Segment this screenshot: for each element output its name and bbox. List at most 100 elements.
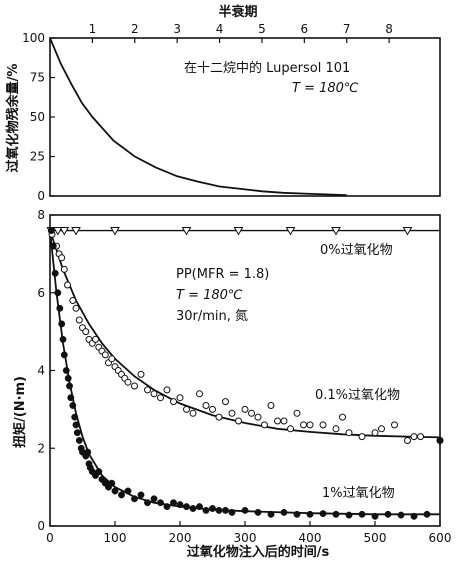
marker-1-percent [384,510,392,518]
marker-1-percent [436,437,444,444]
marker-1-percent [254,508,262,516]
marker-0.1-percent [261,421,268,429]
marker-1-percent [345,511,353,519]
series-label-0-percent: 0%过氧化物 [320,243,393,258]
marker-0.1-percent [189,409,197,417]
marker-1-percent [95,468,103,476]
marker-0.1-percent [222,398,229,406]
marker-0.1-percent [371,429,379,437]
marker-0.1-percent [339,413,346,421]
marker-0.1-percent [202,402,210,409]
bottom-annotation-line3: 30r/min, 氮 [176,309,248,324]
marker-0.1-percent [196,390,203,398]
marker-1-percent [67,394,75,402]
top-half-life-tick-label: 5 [258,22,266,36]
marker-0.1-percent [293,409,301,417]
bottom-x-tick-label: 100 [104,531,127,545]
marker-1-percent [358,510,366,518]
top-half-life-tick-label: 2 [131,22,139,36]
bottom-annotation-line1: PP(MFR = 1.8) [176,267,269,282]
top-y-tick-label: 50 [30,110,45,124]
marker-1-percent [64,374,72,382]
top-annotation-line1: 在十二烷中的 Lupersol 101 [184,60,350,76]
marker-0-percent [331,227,341,236]
marker-1-percent [58,320,66,328]
marker-1-percent [84,448,92,456]
marker-1-percent [410,512,418,520]
marker-1-percent [397,511,405,519]
marker-0.1-percent [144,386,151,394]
bottom-x-tick-label: 200 [169,531,192,545]
marker-0-percent [52,227,63,236]
bottom-x-tick-label: 400 [299,531,322,545]
marker-1-percent [137,491,145,499]
marker-0.1-percent [319,421,327,429]
marker-1-percent [371,512,379,520]
marker-1-percent [215,506,223,514]
bottom-panel: 0 100 200 300 400 500 600 0 2 4 6 8 扭矩/(N·m) 过氧化物注… [12,208,451,560]
marker-0.1-percent [345,429,353,437]
marker-0.1-percent [235,417,242,425]
marker-1-percent [60,351,68,359]
bottom-x-tick-label: 500 [364,531,387,545]
marker-0.1-percent [69,297,77,304]
marker-0.1-percent [58,254,66,262]
marker-1-percent [118,491,125,499]
marker-1-percent [423,510,431,518]
marker-0.1-percent [248,409,255,417]
bottom-x-tick-label: 600 [429,531,452,545]
marker-0.1-percent [124,378,132,386]
bottom-panel-frame [49,214,441,527]
marker-1-percent [62,367,70,374]
marker-0-percent [110,227,120,236]
marker-1-percent [163,503,171,511]
marker-1-percent [144,499,151,507]
marker-1-percent [280,508,288,516]
marker-0.1-percent [72,304,80,312]
bottom-x-tick-label: 300 [234,531,257,545]
bottom-x-ticks: 0 100 200 300 400 500 600 [46,521,451,545]
marker-0.1-percent [108,355,116,363]
bottom-y-tick-label: 2 [37,441,45,455]
marker-0.1-percent [150,390,158,398]
marker-1-percent [176,501,184,509]
top-half-life-tick-label: 8 [385,22,393,36]
marker-1-percent [209,505,216,512]
marker-1-percent [108,479,116,487]
marker-1-percent [222,506,229,514]
marker-0.1-percent [254,413,262,421]
top-half-life-ticks: 1 2 3 4 5 6 7 8 [89,22,393,43]
top-y-tick-label: 75 [30,71,45,85]
marker-0.1-percent [332,425,340,433]
marker-0-percent [181,227,192,236]
marker-0.1-percent [404,437,411,444]
marker-0.1-percent [417,433,424,441]
top-annotation-line2: T = 180℃ [292,81,359,96]
marker-0.1-percent [287,425,294,433]
marker-0.1-percent [176,394,184,402]
top-y-axis-label: 过氧化物残余量/% [5,64,21,173]
top-decay-curve [49,37,347,197]
marker-1-percent [267,510,275,518]
marker-1-percent [319,510,327,518]
top-y-tick-label: 25 [30,150,45,164]
marker-0.1-percent [92,335,99,343]
marker-0.1-percent [183,405,190,413]
top-half-life-tick-label: 4 [216,22,224,36]
marker-1-percent [202,506,210,514]
marker-1-percent [189,505,197,512]
bottom-y-axis-label: 扭矩/(N·m) [12,376,28,448]
marker-1-percent [71,413,79,421]
marker-0-percent [402,227,413,236]
marker-0.1-percent [170,398,177,406]
top-half-life-tick-label: 7 [343,22,351,36]
marker-1-percent [72,421,80,429]
fit-curve-0.1-percent [49,230,441,439]
bottom-y-tick-label: 6 [37,286,45,300]
marker-1-percent [51,269,59,277]
top-half-life-tick-label: 6 [301,22,309,36]
marker-0.1-percent [131,382,138,390]
bottom-annotation-line2: T = 180℃ [176,288,243,303]
